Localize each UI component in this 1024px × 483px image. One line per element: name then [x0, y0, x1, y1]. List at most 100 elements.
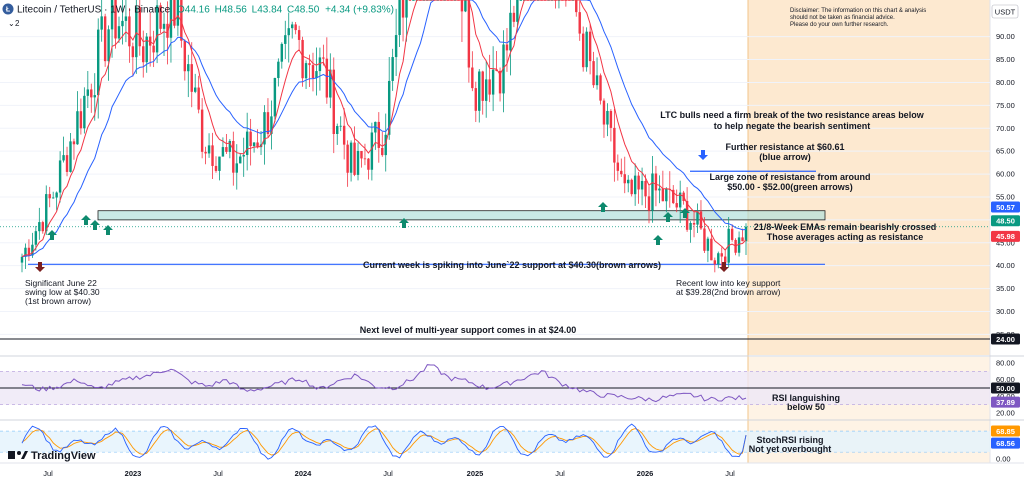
candle-body[interactable] [280, 43, 284, 62]
candle-body[interactable] [609, 110, 613, 128]
candle-body[interactable] [90, 89, 93, 98]
candle-body[interactable] [332, 69, 335, 135]
time-axis[interactable]: Jul 2023 Jul 2024 Jul 2025 Jul 2026 Jul [43, 469, 735, 478]
candle-body[interactable] [187, 64, 190, 72]
candle-body[interactable] [658, 188, 661, 191]
candle-body[interactable] [72, 141, 76, 145]
candle-body[interactable] [277, 61, 280, 79]
candle-body[interactable] [145, 36, 148, 63]
tradingview-logo[interactable]: TradingView [8, 450, 96, 462]
candle-body[interactable] [34, 231, 38, 245]
candle-body[interactable] [62, 155, 65, 161]
candle-body[interactable] [401, 0, 405, 18]
resistance-zone[interactable] [97, 210, 826, 221]
candle-body[interactable] [474, 88, 478, 111]
candle-body[interactable] [678, 192, 682, 208]
candle-body[interactable] [616, 162, 620, 171]
candle-body[interactable] [249, 131, 252, 147]
candle-body[interactable] [730, 228, 734, 240]
candle-body[interactable] [588, 31, 592, 62]
candle-body[interactable] [665, 188, 668, 202]
candle-body[interactable] [221, 147, 225, 157]
candle-body[interactable] [83, 95, 86, 129]
candle-body[interactable] [138, 7, 141, 47]
candle-body[interactable] [613, 127, 616, 163]
candle-body[interactable] [322, 57, 325, 59]
candle-body[interactable] [471, 67, 474, 89]
candle-body[interactable] [356, 150, 360, 175]
candle-body[interactable] [706, 238, 710, 251]
candle-body[interactable] [190, 64, 193, 92]
candle-body[interactable] [488, 79, 491, 95]
candle-body[interactable] [391, 57, 394, 81]
candle-body[interactable] [512, 12, 516, 22]
candle-body[interactable] [86, 89, 90, 96]
candle-body[interactable] [197, 87, 200, 110]
symbol-title[interactable]: Litecoin / TetherUS · 1W · Binance [17, 5, 171, 16]
candle-body[interactable] [100, 16, 103, 30]
candle-body[interactable] [124, 16, 128, 21]
candle-body[interactable] [685, 200, 689, 230]
candle-body[interactable] [45, 194, 48, 232]
rsi-line[interactable] [21, 364, 747, 403]
candle-body[interactable] [595, 75, 599, 86]
candle-body[interactable] [370, 132, 374, 170]
candle-body[interactable] [117, 26, 121, 39]
candle-body[interactable] [58, 160, 62, 193]
candle-body[interactable] [218, 156, 221, 171]
candle-body[interactable] [51, 197, 55, 199]
candle-body[interactable] [675, 203, 678, 208]
candle-body[interactable] [20, 256, 24, 263]
candle-body[interactable] [290, 24, 294, 29]
candle-body[interactable] [155, 5, 159, 53]
candle-body[interactable] [349, 142, 353, 173]
candle-body[interactable] [710, 238, 713, 261]
candle-body[interactable] [387, 80, 391, 135]
candle-body[interactable] [166, 23, 169, 38]
candle-body[interactable] [214, 165, 218, 171]
candle-body[interactable] [339, 125, 342, 127]
candle-body[interactable] [114, 0, 117, 39]
candle-body[interactable] [353, 142, 356, 175]
candle-body[interactable] [637, 175, 640, 190]
candle-body[interactable] [744, 226, 748, 242]
candle-body[interactable] [516, 0, 519, 22]
candle-body[interactable] [266, 112, 270, 134]
candle-body[interactable] [273, 78, 277, 117]
candle-body[interactable] [107, 29, 110, 62]
candle-body[interactable] [623, 174, 626, 184]
candle-body[interactable] [297, 30, 301, 40]
candle-body[interactable] [377, 121, 381, 148]
candle-body[interactable] [478, 71, 481, 111]
candle-body[interactable] [76, 111, 79, 145]
candle-body[interactable] [329, 69, 332, 98]
candle-body[interactable] [627, 179, 630, 184]
candle-body[interactable] [519, 0, 523, 1]
candle-body[interactable] [294, 24, 297, 31]
ema-8-week-line[interactable] [21, 0, 747, 258]
candle-body[interactable] [384, 134, 387, 156]
stoch-d-line[interactable] [21, 428, 747, 456]
candle-body[interactable] [207, 145, 211, 154]
candle-body[interactable] [41, 222, 44, 232]
candle-body[interactable] [183, 40, 187, 72]
candle-body[interactable] [367, 158, 370, 170]
candle-body[interactable] [79, 111, 83, 129]
candle-body[interactable] [152, 45, 155, 53]
candle-body[interactable] [325, 58, 329, 98]
candle-body[interactable] [394, 35, 398, 58]
candle-body[interactable] [602, 100, 606, 125]
candle-body[interactable] [689, 222, 692, 230]
candle-body[interactable] [232, 140, 235, 173]
candle-body[interactable] [110, 0, 114, 30]
candle-body[interactable] [142, 46, 145, 63]
candle-body[interactable] [620, 170, 623, 175]
candle-body[interactable] [405, 0, 408, 18]
candle-body[interactable] [211, 145, 214, 166]
candle-body[interactable] [304, 63, 308, 79]
candle-body[interactable] [128, 16, 131, 47]
candle-body[interactable] [162, 23, 166, 29]
ema-21-week-line[interactable] [21, 0, 747, 258]
candle-body[interactable] [38, 222, 41, 232]
